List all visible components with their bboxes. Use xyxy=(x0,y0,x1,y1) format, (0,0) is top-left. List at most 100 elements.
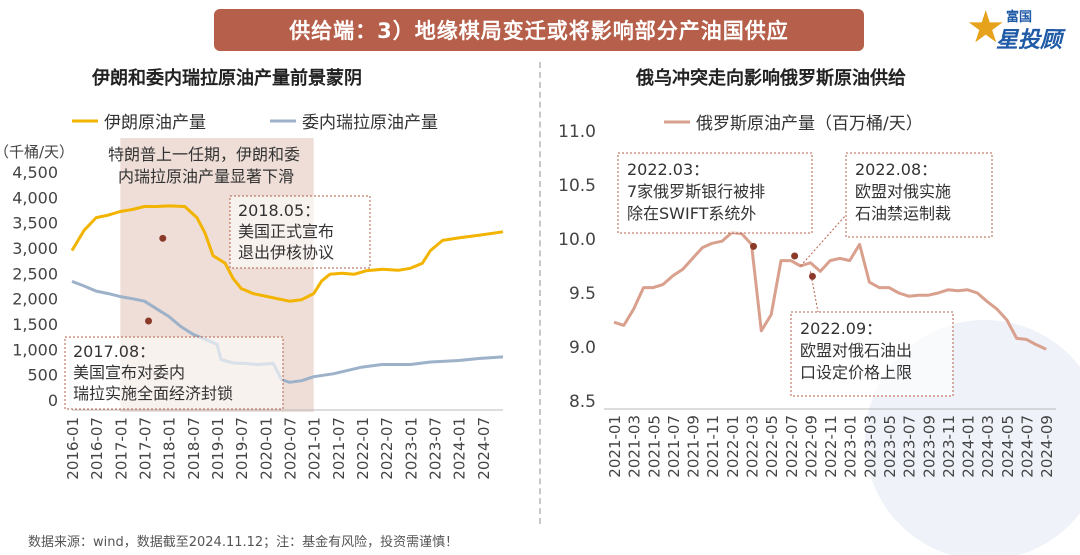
logo-big-text: 星投顾 xyxy=(996,28,1063,53)
annotation-leader-2022-09 xyxy=(809,271,819,313)
left-x-tick-label: 2018-01 xyxy=(161,417,179,480)
left-x-tick-label: 2023-01 xyxy=(402,417,420,480)
right-x-tick-label: 2022-05 xyxy=(763,415,781,478)
right-x-tick-label: 2024-03 xyxy=(979,415,997,478)
left-x-tick-label: 2019-07 xyxy=(233,417,251,480)
legend-label-iran: 伊朗原油产量 xyxy=(104,113,206,133)
right-y-tick-label: 10.0 xyxy=(558,230,596,250)
annotation-2017-line: 美国宣布对委内 xyxy=(73,363,185,382)
legend-label-venezuela: 委内瑞拉原油产量 xyxy=(302,113,438,133)
right-x-tick-label: 2024-07 xyxy=(1019,415,1037,478)
right-x-tick-label: 2024-05 xyxy=(999,415,1017,478)
watermark-circle xyxy=(865,320,1080,555)
right-x-tick-label: 2021-01 xyxy=(606,415,624,478)
left-x-tick-label: 2020-01 xyxy=(257,417,275,480)
left-y-tick-label: 1,500 xyxy=(12,315,58,334)
left-x-tick-label: 2019-01 xyxy=(209,417,227,480)
left-x-tick-label: 2024-07 xyxy=(475,417,493,480)
right-x-tick-label: 2023-01 xyxy=(842,415,860,478)
left-x-tick-label: 2016-07 xyxy=(88,417,106,480)
left-y-tick-label: 2,500 xyxy=(12,264,58,283)
right-x-tick-label: 2021-05 xyxy=(645,415,663,478)
right-y-tick-label: 9.0 xyxy=(569,338,596,358)
right-x-tick-label: 2024-01 xyxy=(960,415,978,478)
left-y-tick-label: 4,500 xyxy=(12,163,58,182)
left-y-tick-label: 0 xyxy=(48,391,58,410)
right-x-tick-label: 2021-03 xyxy=(626,415,644,478)
left-x-tick-label: 2021-07 xyxy=(330,417,348,480)
left-y-tick-label: 500 xyxy=(27,366,58,385)
right-chart-title: 俄乌冲突走向影响俄罗斯原油供给 xyxy=(636,68,906,89)
right-x-tick-label: 2023-03 xyxy=(861,415,879,478)
left-y-axis-label: （千桶/天） xyxy=(0,143,74,161)
annotation-marker-2022-03 xyxy=(750,242,758,250)
brand-logo: ★ 富国 星投顾 xyxy=(966,4,1074,54)
left-y-tick-label: 1,000 xyxy=(12,340,58,359)
right-x-tick-label: 2022-01 xyxy=(724,415,742,478)
annotation-2017-line: 瑞拉实施全面经济封锁 xyxy=(73,384,233,403)
annotation-box-2022-08 xyxy=(845,152,993,238)
annotation-trump-line1: 特朗普上一任期，伊朗和委 xyxy=(108,145,300,164)
annotation-marker-2022-09 xyxy=(808,272,816,280)
annotation-2018-line: 美国正式宣布 xyxy=(238,222,334,241)
annotation-box-2022-09 xyxy=(790,311,954,397)
annotation-2022-09-line: 2022.09： xyxy=(800,319,882,338)
left-y-tick-label: 3,500 xyxy=(12,214,58,233)
left-x-tick-label: 2023-07 xyxy=(427,417,445,480)
annotation-box-2018 xyxy=(229,195,371,269)
footer-note: 数据来源：wind，数据截至2024.11.12；注：基金有风险，投资需谨慎！ xyxy=(28,535,459,550)
right-y-tick-label: 11.0 xyxy=(558,122,596,142)
page-title: 供给端：3）地缘棋局变迁或将影响部分产油国供应 xyxy=(214,9,864,51)
annotation-2022-03-line: 2022.03： xyxy=(627,160,709,179)
left-x-tick-label: 2016-01 xyxy=(64,417,82,480)
left-x-tick-label: 2020-07 xyxy=(282,417,300,480)
left-y-tick-label: 4,000 xyxy=(12,188,58,207)
right-x-tick-label: 2023-07 xyxy=(901,415,919,478)
annotation-2017-line: 2017.08： xyxy=(73,342,155,361)
right-x-tick-label: 2024-09 xyxy=(1038,415,1056,478)
right-x-tick-label: 2022-07 xyxy=(783,415,801,478)
right-x-tick-label: 2022-03 xyxy=(744,415,762,478)
annotation-marker-2017 xyxy=(145,317,153,325)
chart-divider xyxy=(539,62,541,524)
annotation-2022-03-line: 7家俄罗斯银行被排 xyxy=(627,182,765,201)
annotation-box-2022-03 xyxy=(617,152,813,234)
series-line-venezuela xyxy=(71,279,504,384)
series-line-iran xyxy=(70,204,504,303)
right-y-tick-label: 10.5 xyxy=(558,176,596,196)
annotation-marker-2022-08 xyxy=(791,252,799,260)
annotation-marker-2018 xyxy=(159,234,167,242)
left-x-tick-label: 2022-07 xyxy=(378,417,396,480)
left-x-tick-label: 2022-01 xyxy=(354,417,372,480)
right-x-tick-label: 2021-11 xyxy=(704,415,722,478)
left-y-tick-label: 2,000 xyxy=(12,290,58,309)
right-x-tick-label: 2022-09 xyxy=(802,415,820,478)
annotation-2022-09-line: 欧盟对俄石油出 xyxy=(800,341,912,360)
left-x-tick-label: 2017-01 xyxy=(112,417,130,480)
annotation-2018-line: 2018.05： xyxy=(238,201,320,220)
right-y-tick-label: 9.5 xyxy=(569,284,596,304)
annotation-leader-2022-08 xyxy=(800,214,847,267)
annotation-trump-line2: 内瑞拉原油产量显著下滑 xyxy=(118,167,294,186)
left-chart-title: 伊朗和委内瑞拉原油产量前景蒙阴 xyxy=(92,68,362,89)
annotation-2022-08-line: 欧盟对俄实施 xyxy=(855,182,951,201)
series-line-russia xyxy=(613,231,1047,351)
left-x-tick-label: 2021-01 xyxy=(306,417,324,480)
right-x-tick-label: 2022-11 xyxy=(822,415,840,478)
annotation-2022-03-line: 除在SWIFT系统外 xyxy=(627,204,756,223)
annotation-2022-08-line: 石油禁运制裁 xyxy=(855,204,951,223)
annotation-box-2017 xyxy=(64,336,284,410)
annotation-2018-line: 退出伊核协议 xyxy=(238,243,334,262)
annotation-2022-09-line: 口设定价格上限 xyxy=(800,363,912,382)
right-x-tick-label: 2023-09 xyxy=(920,415,938,478)
legend-label-russia: 俄罗斯原油产量（百万桶/天） xyxy=(696,114,923,134)
right-x-tick-label: 2021-09 xyxy=(685,415,703,478)
shaded-period xyxy=(120,138,314,412)
left-x-tick-label: 2018-07 xyxy=(185,417,203,480)
right-x-tick-label: 2023-05 xyxy=(881,415,899,478)
annotation-2022-08-line: 2022.08： xyxy=(855,160,937,179)
right-x-tick-label: 2021-07 xyxy=(665,415,683,478)
left-y-tick-label: 3,000 xyxy=(12,239,58,258)
left-x-tick-label: 2017-07 xyxy=(137,417,155,480)
logo-small-text: 富国 xyxy=(1006,10,1033,25)
